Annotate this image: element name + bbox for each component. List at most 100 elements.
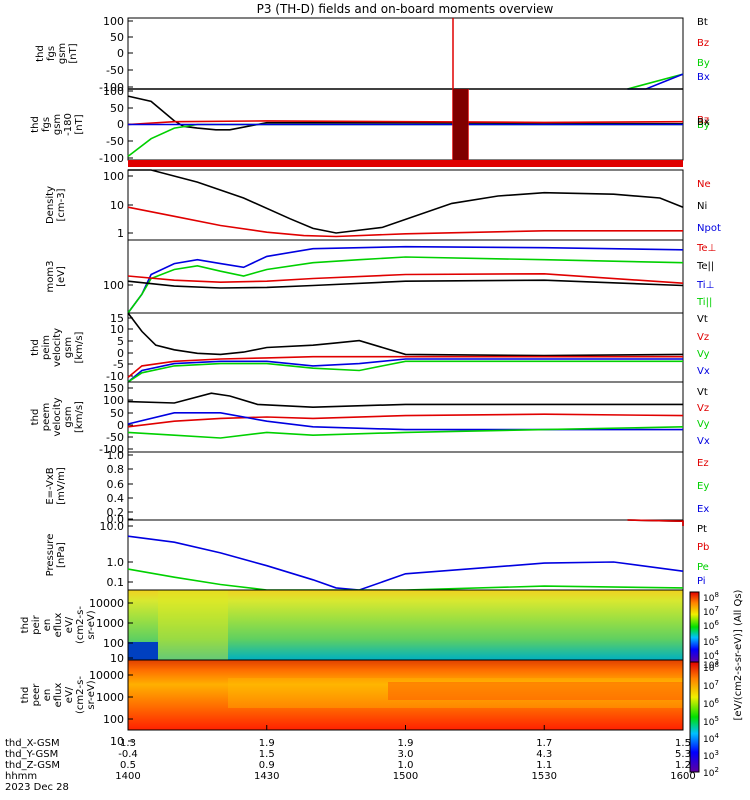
y-axis-label: gsm	[63, 406, 74, 427]
x-tick-label: 1.7	[536, 738, 552, 749]
series-bt	[127, 95, 684, 131]
legend-entry: Bz	[697, 38, 709, 49]
series-vz	[127, 355, 683, 379]
y-axis-label: peim	[41, 335, 52, 360]
y-axis-label: mom3	[45, 261, 56, 293]
x-tick-label: 1.0	[398, 760, 414, 771]
x-tick-label: 1.3	[120, 738, 136, 749]
y-tick-label: 0	[117, 347, 124, 360]
y-tick-label: -100	[99, 152, 124, 165]
ephemeris-row-label: thd_Y-GSM	[5, 749, 58, 760]
y-axis-label: (cm2-s-	[75, 606, 86, 644]
ephemeris-row-label: hhmm	[5, 771, 37, 782]
spectrogram-bright-region	[158, 590, 228, 660]
y-axis-label: thd	[35, 45, 46, 62]
legend-entry: Pt	[697, 524, 707, 535]
legend-entry: Pi	[697, 576, 706, 587]
legend-entry: Ti⊥	[696, 280, 714, 291]
y-axis-label: [eV]	[56, 266, 67, 287]
y-tick-label: 0.4	[107, 492, 125, 505]
legend-entry: Vz	[697, 403, 709, 414]
colorbar-tick-label: 103	[703, 658, 719, 671]
y-axis-label: fgs	[46, 46, 57, 61]
legend-entry: Ti||	[696, 297, 712, 308]
series-vy	[127, 360, 683, 383]
panel-frame	[127, 239, 684, 314]
y-tick-label: 0	[117, 47, 124, 60]
y-tick-label: 1000	[96, 691, 124, 704]
y-tick-label: 1.0	[107, 556, 125, 569]
series-bz	[127, 120, 684, 126]
x-tick-label: 1400	[115, 771, 140, 782]
y-tick-label: 100	[103, 713, 124, 726]
panel-4: 100 mom3 [eV] Te⊥ Te|| Ti⊥ Ti||	[45, 239, 716, 314]
y-axis-label: [cm-3]	[56, 188, 67, 221]
x-tick-label: 1.9	[259, 738, 275, 749]
colorbar-tick-label: 106	[703, 697, 719, 710]
y-tick-label: 10000	[89, 597, 124, 610]
legend-entry: Vt	[697, 314, 708, 325]
panel-8: 10.0 1.0 0.1 Pressure [nPa] Pt Pb Pe Pi	[45, 519, 709, 591]
y-tick-label: 0	[117, 419, 124, 432]
colorbar-tick-label: 108	[703, 591, 719, 604]
y-axis-label: thd	[20, 687, 31, 704]
y-axis-label: sr-eV)	[86, 610, 97, 639]
y-tick-label: -50	[106, 431, 124, 444]
y-axis-label: thd	[30, 339, 41, 356]
legend-entry: Bz	[697, 115, 709, 126]
y-tick-label: -100	[99, 443, 124, 456]
y-axis-label: thd	[30, 409, 41, 426]
series-pb	[627, 519, 684, 526]
legend-entry: Ey	[697, 481, 709, 492]
panel-7: 1.00.8 0.60.40.20.0 E=-VxB [mV/m] Ez Ey Ex	[45, 449, 709, 526]
series-ni	[128, 169, 684, 234]
y-tick-label: 0.8	[107, 463, 125, 476]
panel-1: 100 50 0 -50 -100 thd fgs gsm [nT] Bt Bz By Bx	[35, 15, 710, 94]
legend-entry: Ex	[697, 504, 709, 515]
legend-entry: Ne	[697, 179, 711, 190]
colorbar-tick-label: 102	[703, 766, 719, 779]
colorbar-tick-label: 108	[703, 661, 719, 674]
spectrogram-ion	[128, 590, 683, 660]
legend-entry: Te||	[696, 261, 714, 272]
y-tick-label: 100	[103, 170, 124, 183]
spectrogram-bright-region	[228, 678, 683, 708]
series-pe	[127, 568, 684, 591]
y-tick-label: 0.6	[107, 478, 125, 491]
y-axis-label: fgs	[41, 117, 52, 132]
series-by	[627, 73, 684, 90]
panel-10: 10000 1000 100 10 thd peer en eflux eV/(cm2-s-sr…	[20, 659, 684, 748]
series-te	[127, 279, 684, 289]
colorbar-tick-label: 104	[703, 649, 719, 662]
series-te	[127, 272, 684, 284]
colorbar-2: 108 107 106 105 104 103 102	[689, 661, 719, 779]
series-ti	[127, 256, 684, 314]
legend-entry: Ni	[697, 201, 707, 212]
legend-entry: Vy	[697, 349, 710, 360]
y-axis-label: thd	[20, 617, 31, 634]
y-axis-label: Pressure	[45, 534, 56, 577]
legend-entry: Pb	[697, 542, 709, 553]
y-axis-label: peem	[41, 403, 52, 431]
x-tick-label: 1.1	[536, 760, 552, 771]
y-tick-label: 10	[110, 199, 124, 212]
y-axis-label: [nPa]	[56, 542, 67, 568]
y-tick-label: 1.0	[107, 449, 125, 462]
colorbar-scale	[689, 661, 700, 773]
y-tick-label: 100	[103, 394, 124, 407]
y-tick-label: 1000	[96, 617, 124, 630]
x-tick-label: 3.0	[398, 749, 414, 760]
x-tick-label: 1.5	[675, 738, 691, 749]
panel-frame	[127, 17, 684, 90]
y-tick-label: 15	[110, 312, 124, 325]
x-tick-label: 1.9	[398, 738, 414, 749]
y-axis-label: thd	[30, 116, 41, 133]
y-axis-label: -180	[63, 113, 74, 136]
y-tick-label: 10	[110, 323, 124, 336]
series-vy	[127, 426, 684, 439]
y-tick-label: 10.0	[100, 520, 125, 533]
series-vt	[127, 312, 684, 357]
y-axis-label: E=-VxB	[45, 467, 56, 504]
